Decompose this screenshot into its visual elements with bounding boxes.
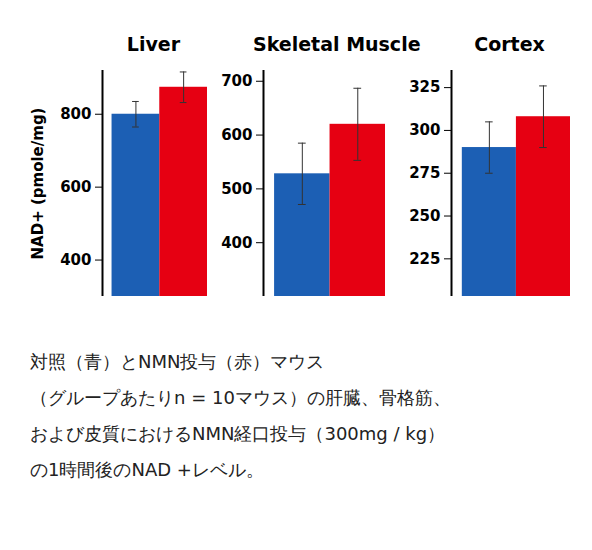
svg-text:225: 225 — [409, 250, 440, 268]
svg-text:250: 250 — [409, 207, 440, 225]
svg-text:400: 400 — [221, 233, 252, 251]
svg-text:500: 500 — [221, 180, 252, 198]
html-text:および皮質におけるNMN経口投与（300mg / kg）: および皮質におけるNMN経口投与（300mg / kg） — [30, 423, 446, 444]
svg-text:300: 300 — [409, 121, 440, 139]
svg-text:325: 325 — [409, 78, 440, 96]
html-text:の1時間後のNAD +レベル。: の1時間後のNAD +レベル。 — [30, 459, 264, 480]
svg-text:NAD+ (pmole/mg): NAD+ (pmole/mg) — [29, 108, 47, 260]
html-text:Liver: Liver — [126, 33, 181, 55]
html-text:Cortex: Cortex — [474, 33, 545, 55]
html-text:（グループあたりn = 10マウス）の肝臓、骨格筋、: （グループあたりn = 10マウス）の肝臓、骨格筋、 — [30, 387, 451, 408]
svg-text:800: 800 — [60, 105, 91, 123]
svg-text:600: 600 — [221, 126, 252, 144]
svg-text:700: 700 — [221, 72, 252, 90]
html-text:Skeletal Muscle: Skeletal Muscle — [253, 33, 421, 55]
svg-text:600: 600 — [60, 178, 91, 196]
svg-text:400: 400 — [60, 251, 91, 269]
html-text:対照（青）とNMN投与（赤）マウス: 対照（青）とNMN投与（赤）マウス — [30, 351, 325, 372]
svg-text:275: 275 — [409, 164, 440, 182]
